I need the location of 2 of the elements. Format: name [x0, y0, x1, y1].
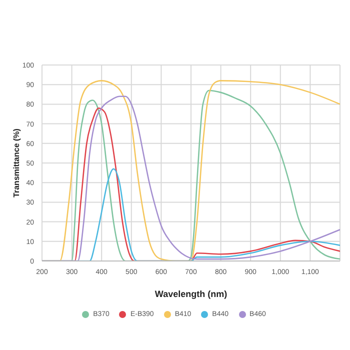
x-axis-title: Wavelength (nm)	[154, 289, 228, 299]
y-axis-title: Transmittance (%)	[12, 128, 21, 198]
